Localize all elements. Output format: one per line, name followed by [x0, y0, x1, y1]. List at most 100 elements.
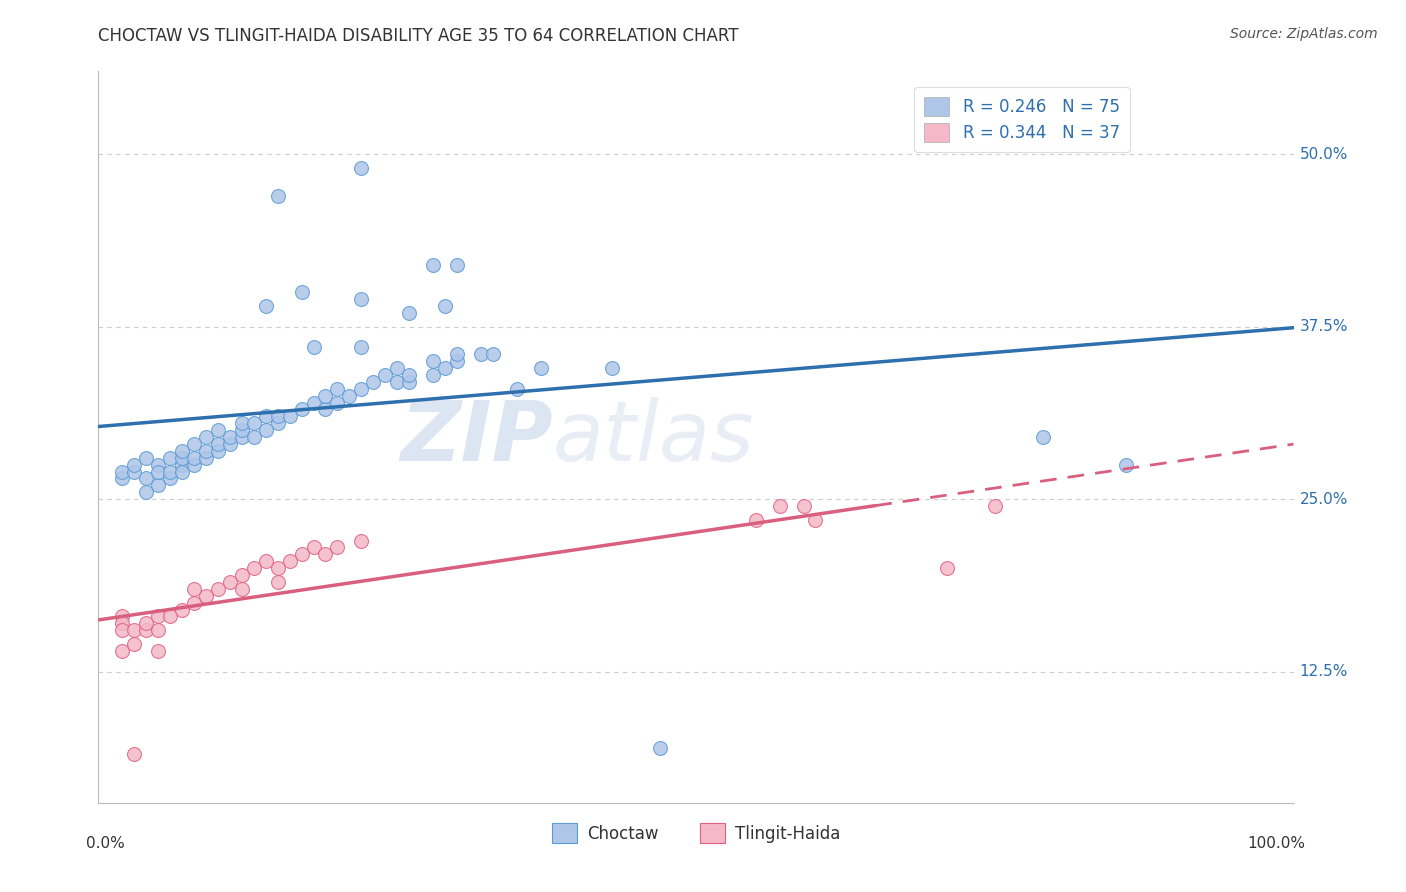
Point	[398, 368, 420, 382]
Point	[111, 624, 134, 638]
Point	[124, 465, 146, 479]
Point	[385, 375, 409, 389]
Point	[231, 423, 253, 437]
Point	[984, 499, 1007, 513]
Point	[172, 443, 194, 458]
Text: atlas: atlas	[553, 397, 754, 477]
Point	[148, 609, 170, 624]
Text: Source: ZipAtlas.com: Source: ZipAtlas.com	[1230, 27, 1378, 41]
Legend: Choctaw, Tlingit-Haida: Choctaw, Tlingit-Haida	[546, 817, 846, 849]
Point	[195, 430, 218, 444]
Point	[172, 602, 194, 616]
Text: 100.0%: 100.0%	[1247, 836, 1306, 851]
Point	[267, 409, 290, 424]
Point	[434, 299, 457, 313]
Point	[446, 354, 468, 368]
Point	[111, 609, 134, 624]
Point	[243, 561, 266, 575]
Point	[291, 402, 314, 417]
Point	[231, 430, 253, 444]
Point	[135, 624, 157, 638]
Point	[195, 450, 218, 465]
Point	[446, 347, 468, 361]
Point	[254, 554, 277, 568]
Point	[1032, 430, 1054, 444]
Point	[231, 582, 253, 596]
Point	[159, 450, 181, 465]
Point	[315, 548, 337, 562]
Point	[267, 417, 290, 431]
Point	[602, 361, 624, 376]
Point	[768, 499, 790, 513]
Point	[219, 430, 242, 444]
Point	[434, 361, 457, 376]
Point	[183, 437, 205, 451]
Point	[804, 513, 827, 527]
Point	[243, 417, 266, 431]
Point	[302, 395, 325, 409]
Point	[350, 533, 373, 548]
Point	[159, 471, 181, 485]
Point	[530, 361, 553, 376]
Point	[291, 548, 314, 562]
Point	[111, 465, 134, 479]
Point	[124, 458, 146, 472]
Point	[481, 347, 505, 361]
Point	[315, 402, 337, 417]
Point	[183, 450, 205, 465]
Point	[267, 574, 290, 589]
Point	[648, 740, 672, 755]
Point	[183, 596, 205, 610]
Point	[446, 258, 468, 272]
Point	[172, 450, 194, 465]
Point	[124, 747, 146, 762]
Text: 50.0%: 50.0%	[1299, 146, 1348, 161]
Point	[470, 347, 492, 361]
Point	[111, 471, 134, 485]
Text: CHOCTAW VS TLINGIT-HAIDA DISABILITY AGE 35 TO 64 CORRELATION CHART: CHOCTAW VS TLINGIT-HAIDA DISABILITY AGE …	[98, 27, 740, 45]
Point	[398, 375, 420, 389]
Point	[207, 582, 229, 596]
Point	[936, 561, 959, 575]
Point	[1115, 458, 1137, 472]
Point	[315, 389, 337, 403]
Point	[148, 478, 170, 492]
Point	[326, 541, 349, 555]
Point	[326, 395, 349, 409]
Point	[506, 382, 529, 396]
Text: 0.0%: 0.0%	[87, 836, 125, 851]
Point	[350, 340, 373, 354]
Point	[172, 458, 194, 472]
Point	[267, 188, 290, 202]
Point	[398, 306, 420, 320]
Point	[422, 258, 444, 272]
Text: 12.5%: 12.5%	[1299, 665, 1348, 679]
Point	[207, 437, 229, 451]
Point	[278, 409, 301, 424]
Point	[231, 417, 253, 431]
Text: 37.5%: 37.5%	[1299, 319, 1348, 334]
Point	[254, 299, 277, 313]
Point	[385, 361, 409, 376]
Point	[302, 541, 325, 555]
Point	[278, 554, 301, 568]
Point	[135, 485, 157, 500]
Point	[207, 443, 229, 458]
Point	[111, 644, 134, 658]
Point	[148, 624, 170, 638]
Point	[326, 382, 349, 396]
Text: 25.0%: 25.0%	[1299, 491, 1348, 507]
Point	[793, 499, 815, 513]
Point	[135, 616, 157, 631]
Point	[291, 285, 314, 300]
Point	[254, 423, 277, 437]
Point	[148, 644, 170, 658]
Point	[195, 589, 218, 603]
Point	[243, 430, 266, 444]
Point	[172, 465, 194, 479]
Point	[363, 375, 385, 389]
Point	[159, 609, 181, 624]
Point	[422, 354, 444, 368]
Point	[148, 458, 170, 472]
Text: ZIP: ZIP	[399, 397, 553, 477]
